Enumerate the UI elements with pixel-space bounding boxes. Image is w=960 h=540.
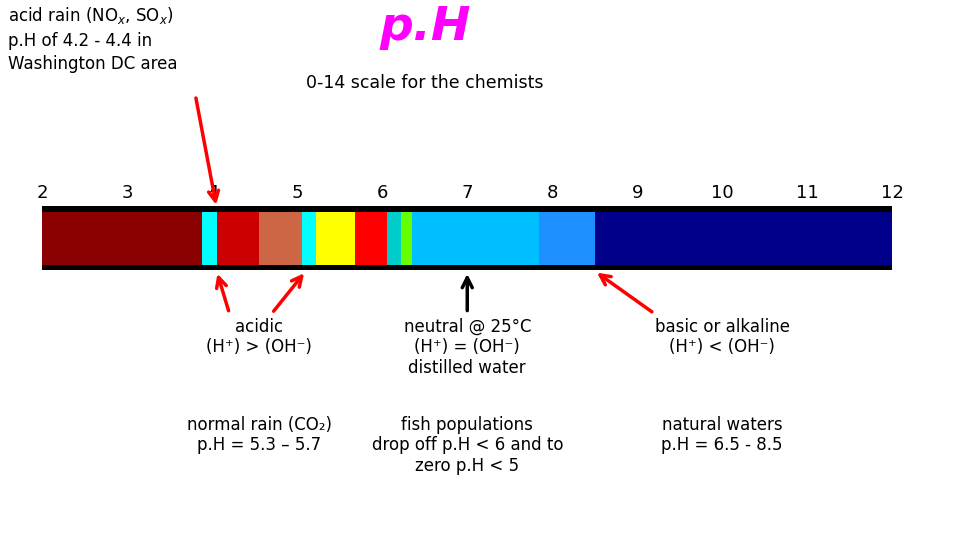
Text: basic or alkaline
(H⁺) < (OH⁻): basic or alkaline (H⁺) < (OH⁻) [655,318,790,356]
Bar [42,212,203,265]
Text: 5: 5 [292,184,303,202]
Text: 10: 10 [710,184,733,202]
Text: p.H: p.H [379,5,470,50]
Bar [301,212,316,265]
Text: 12: 12 [880,184,903,202]
Bar [259,212,301,265]
Text: 0-14 scale for the chemists: 0-14 scale for the chemists [306,74,543,92]
Bar [217,212,259,265]
Text: normal rain (CO₂)
p.H = 5.3 – 5.7: normal rain (CO₂) p.H = 5.3 – 5.7 [186,416,331,454]
Bar [42,206,892,270]
Bar [594,212,892,265]
Bar [355,212,387,265]
Bar [401,212,412,265]
Text: 7: 7 [462,184,473,202]
Text: neutral @ 25°C
(H⁺) = (OH⁻)
distilled water: neutral @ 25°C (H⁺) = (OH⁻) distilled wa… [403,318,531,377]
Text: natural waters
p.H = 6.5 - 8.5: natural waters p.H = 6.5 - 8.5 [661,416,782,454]
Text: 3: 3 [122,184,133,202]
Text: acid rain (NO$_x$, SO$_x$)
p.H of 4.2 - 4.4 in
Washington DC area: acid rain (NO$_x$, SO$_x$) p.H of 4.2 - … [9,5,178,73]
Text: 4: 4 [206,184,218,202]
Text: 6: 6 [376,184,388,202]
Text: fish populations
drop off p.H < 6 and to
zero p.H < 5: fish populations drop off p.H < 6 and to… [372,416,563,475]
Text: 8: 8 [546,184,558,202]
Bar [316,212,355,265]
Bar [540,212,594,265]
Bar [412,212,540,265]
Text: 9: 9 [632,184,643,202]
Text: acidic
(H⁺) > (OH⁻): acidic (H⁺) > (OH⁻) [206,318,312,356]
Text: 11: 11 [796,184,819,202]
Bar [203,212,217,265]
Text: 2: 2 [36,184,48,202]
Bar [387,212,401,265]
